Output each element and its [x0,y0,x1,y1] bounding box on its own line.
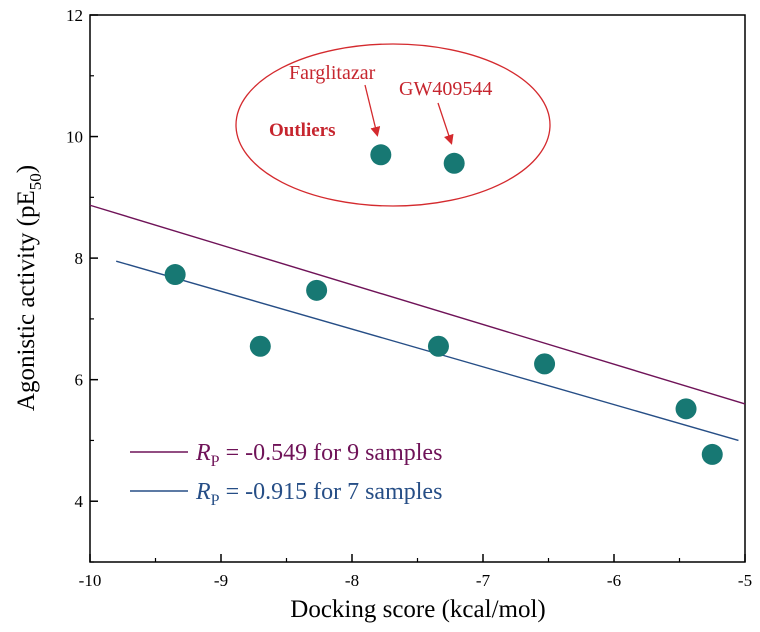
x-axis-ticks: -10 -9 -8 -7 -6 -5 [79,554,752,590]
x-tick-label: -5 [738,571,752,590]
fit-lines [89,204,746,442]
x-tick-label: -10 [79,571,102,590]
legend: RP = -0.549 for 9 samples RP = -0.915 fo… [130,440,442,509]
x-tick-label: -6 [607,571,621,590]
legend-label-7-samples: RP = -0.915 for 7 samples [195,479,442,509]
y-tick-label: 12 [66,6,83,25]
y-tick-label: 6 [75,371,84,390]
data-point [427,335,449,357]
data-point [534,353,556,375]
fit-line-7-samples [116,260,739,442]
data-point [249,335,271,357]
x-tick-label: -7 [476,571,491,590]
legend-label-9-samples: RP = -0.549 for 9 samples [195,440,442,470]
outlier-arrow-farglitazar [364,84,381,137]
y-axis-ticks: 4 6 8 10 12 [66,6,98,563]
y-tick-label: 4 [75,492,84,511]
fit-line-9-samples [89,204,746,405]
data-points [164,144,723,465]
data-point [443,152,465,174]
data-point [370,144,392,166]
y-axis-title: Agonistic activity (pE50) [13,165,45,411]
data-point [675,398,697,420]
data-point [164,264,186,286]
outliers-ellipse [235,43,551,207]
outliers-title: Outliers [269,120,336,141]
y-tick-label: 10 [66,128,83,147]
data-point [701,443,723,465]
x-tick-label: -8 [345,571,359,590]
outlier-label-farglitazar: Farglitazar [289,62,376,84]
outlier-label-gw409544: GW409544 [399,78,492,100]
x-axis-title: Docking score (kcal/mol) [290,596,545,623]
y-tick-label: 8 [75,249,84,268]
data-point [306,279,328,301]
outliers-annotation: Outliers Farglitazar GW409544 [235,43,551,207]
outlier-arrow-gw409544 [437,102,454,145]
x-tick-label: -9 [214,571,228,590]
